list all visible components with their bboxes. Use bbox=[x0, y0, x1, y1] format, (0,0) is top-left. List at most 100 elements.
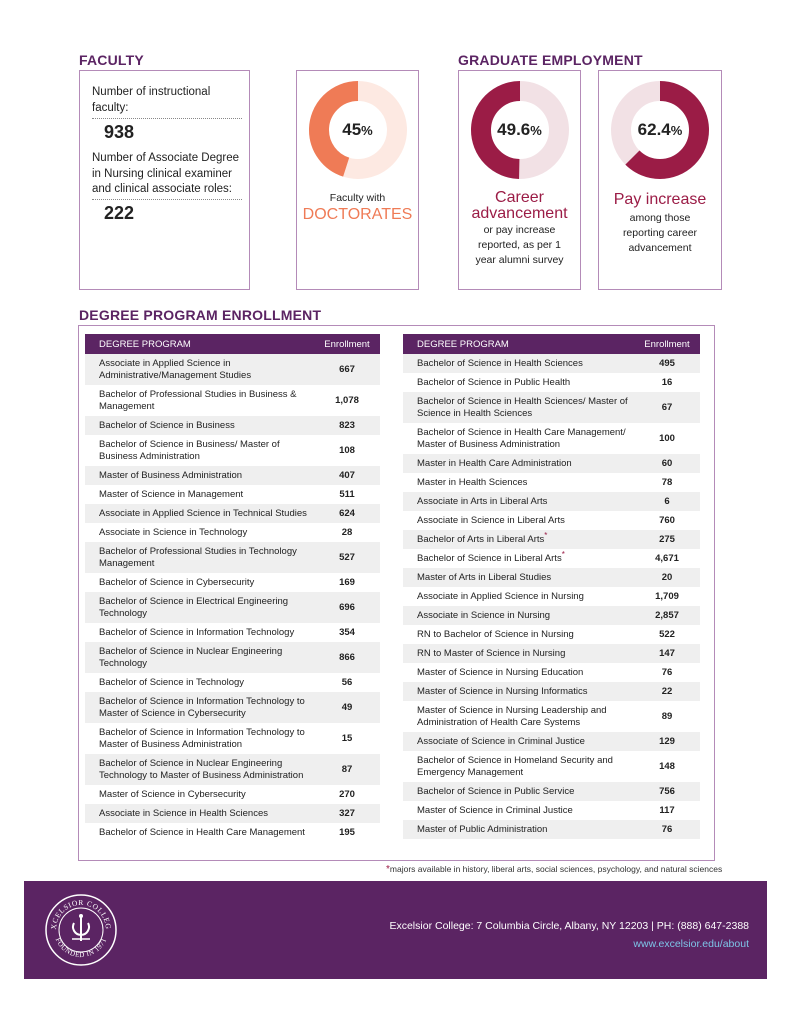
program-name-text: RN to Master of Science in Nursing bbox=[417, 647, 566, 659]
table-row: Master of Science in Nursing Leadership … bbox=[403, 701, 700, 732]
column-program: DEGREE PROGRAM bbox=[99, 338, 191, 350]
program-name-text: Bachelor of Science in Liberal Arts bbox=[417, 552, 562, 564]
program-name: Master in Health Care Administration bbox=[403, 458, 634, 470]
program-name-text: Bachelor of Science in Health Care Manag… bbox=[99, 826, 305, 838]
nursing-roles-label: Number of Associate Degree in Nursing cl… bbox=[92, 152, 240, 195]
pay-donut-arc bbox=[611, 81, 709, 179]
footer-website-link[interactable]: www.excelsior.edu/about bbox=[633, 938, 749, 950]
enrollment-count: 4,671 bbox=[655, 552, 679, 564]
doctorates-highlight: DOCTORATES bbox=[302, 206, 413, 223]
divider bbox=[92, 118, 242, 119]
table-row: Bachelor of Science in Homeland Security… bbox=[403, 751, 700, 782]
program-name-text: Bachelor of Science in Health Sciences/ … bbox=[417, 396, 628, 419]
enrollment-count: 527 bbox=[339, 551, 355, 563]
program-name: Associate in Science in Liberal Arts bbox=[403, 515, 634, 527]
table-row: Associate in Science in Liberal Arts 760 bbox=[403, 511, 700, 530]
doctorates-donut-arc bbox=[309, 81, 407, 179]
program-name-text: Master of Science in Nursing Leadership … bbox=[417, 705, 607, 728]
program-name-text: Master in Health Care Administration bbox=[417, 457, 572, 469]
table-row: RN to Master of Science in Nursing 147 bbox=[403, 644, 700, 663]
footnote-asterisk: * bbox=[544, 530, 548, 540]
enrollment-count: 15 bbox=[341, 732, 353, 744]
program-name-text: Associate in Applied Science in Nursing bbox=[417, 590, 584, 602]
enrollment-count: 28 bbox=[341, 526, 353, 538]
pay-headline: Pay increase bbox=[613, 191, 707, 208]
percent-symbol: % bbox=[530, 123, 542, 138]
table-row: Bachelor of Science in Health Care Manag… bbox=[85, 823, 380, 842]
enrollment-count: 407 bbox=[339, 469, 355, 481]
program-name-text: Bachelor of Professional Studies in Busi… bbox=[99, 389, 297, 412]
program-name-text: Bachelor of Science in Public Health bbox=[417, 376, 571, 388]
enrollment-count: 327 bbox=[339, 807, 355, 819]
table-row: Bachelor of Science in Nuclear Engineeri… bbox=[85, 642, 380, 673]
employment-title: GRADUATE EMPLOYMENT bbox=[458, 52, 643, 68]
program-name: Bachelor of Science in Health Care Manag… bbox=[403, 427, 634, 450]
enrollment-table-left: DEGREE PROGRAM Enrollment Associate in A… bbox=[85, 334, 380, 842]
program-name-text: Bachelor of Science in Business bbox=[99, 419, 235, 431]
enrollment-count: 866 bbox=[339, 651, 355, 663]
enrollment-count: 270 bbox=[339, 788, 355, 800]
column-program: DEGREE PROGRAM bbox=[417, 338, 509, 350]
footnote-asterisk: * bbox=[561, 549, 565, 559]
program-name: Associate in Science in Health Sciences bbox=[85, 808, 314, 820]
table-row: Bachelor of Science in Public Service 756 bbox=[403, 782, 700, 801]
program-name: Associate in Applied Science in Administ… bbox=[85, 358, 314, 381]
footer: EXCELSIOR COLLEGE FOUNDED IN 1971 Excels… bbox=[24, 881, 767, 979]
table-row: Bachelor of Science in Business/ Master … bbox=[85, 435, 380, 466]
pay-percent: 62.4% bbox=[599, 120, 721, 140]
program-name-text: Bachelor of Science in Information Techn… bbox=[99, 626, 295, 638]
table-row: Bachelor of Science in Health Sciences 49… bbox=[403, 354, 700, 373]
table-row: Bachelor of Science in Business 823 bbox=[85, 416, 380, 435]
program-name-text: Bachelor of Science in Business/ Master … bbox=[99, 439, 280, 462]
program-name-text: Associate of Science in Criminal Justice bbox=[417, 735, 585, 747]
table-row: Bachelor of Science in Nuclear Engineeri… bbox=[85, 754, 380, 785]
program-name-text: Bachelor of Science in Technology bbox=[99, 676, 245, 688]
enrollment-count: 522 bbox=[659, 628, 675, 640]
pay-card: 62.4% Pay increase among those reporting… bbox=[598, 70, 722, 290]
percent-symbol: % bbox=[361, 123, 373, 138]
program-name: Bachelor of Science in Information Techn… bbox=[85, 627, 314, 639]
program-name-text: Bachelor of Science in Electrical Engine… bbox=[99, 596, 289, 619]
nursing-roles-value: 222 bbox=[104, 203, 135, 223]
program-name: Bachelor of Science in Public Service bbox=[403, 786, 634, 798]
table-row: Master of Public Administration 76 bbox=[403, 820, 700, 839]
enrollment-count: 78 bbox=[661, 476, 673, 488]
enrollment-count: 20 bbox=[661, 571, 673, 583]
program-name: Bachelor of Science in Business bbox=[85, 420, 314, 432]
program-name: Bachelor of Science in Electrical Engine… bbox=[85, 596, 314, 619]
table-row: Master of Science in Nursing Education 76 bbox=[403, 663, 700, 682]
program-name: Associate of Science in Criminal Justice bbox=[403, 736, 634, 748]
table-row: Master of Science in Management 511 bbox=[85, 485, 380, 504]
program-name: Bachelor of Arts in Liberal Arts* bbox=[403, 530, 634, 546]
program-name: Master of Arts in Liberal Studies bbox=[403, 572, 634, 584]
career-headline: Career advancement bbox=[471, 189, 568, 222]
enrollment-count: 696 bbox=[339, 601, 355, 613]
program-name: Bachelor of Science in Public Health bbox=[403, 377, 634, 389]
program-name: Bachelor of Science in Nuclear Engineeri… bbox=[85, 646, 314, 669]
enrollment-table-right: DEGREE PROGRAM Enrollment Bachelor of Sc… bbox=[403, 334, 700, 839]
table-row: Master of Science in Nursing Informatics… bbox=[403, 682, 700, 701]
table-row: Bachelor of Science in Public Health 16 bbox=[403, 373, 700, 392]
table-row: Master of Science in Criminal Justice 117 bbox=[403, 801, 700, 820]
program-name: Master of Science in Criminal Justice bbox=[403, 805, 634, 817]
program-name-text: Master of Science in Management bbox=[99, 488, 244, 500]
enrollment-title: DEGREE PROGRAM ENROLLMENT bbox=[79, 307, 322, 323]
table-row: Associate in Arts in Liberal Arts 6 bbox=[403, 492, 700, 511]
program-name: RN to Bachelor of Science in Nursing bbox=[403, 629, 634, 641]
program-name-text: Bachelor of Science in Information Techn… bbox=[99, 696, 305, 719]
doctorates-percent-value: 45 bbox=[342, 120, 362, 139]
enrollment-count: 16 bbox=[661, 376, 673, 388]
table-row: Master of Arts in Liberal Studies 20 bbox=[403, 568, 700, 587]
doctorates-donut bbox=[309, 81, 407, 179]
program-name-text: Bachelor of Science in Cybersecurity bbox=[99, 576, 255, 588]
program-name: RN to Master of Science in Nursing bbox=[403, 648, 634, 660]
program-name-text: Master of Science in Nursing Education bbox=[417, 666, 584, 678]
program-name: Master of Science in Nursing Leadership … bbox=[403, 705, 634, 728]
table-row: Master in Health Care Administration 60 bbox=[403, 454, 700, 473]
table-row: Bachelor of Science in Information Techn… bbox=[85, 623, 380, 642]
enrollment-count: 511 bbox=[339, 488, 355, 500]
program-name: Associate in Science in Nursing bbox=[403, 610, 634, 622]
program-name-text: Master of Public Administration bbox=[417, 823, 548, 835]
enrollment-count: 60 bbox=[661, 457, 673, 469]
program-name: Bachelor of Professional Studies in Busi… bbox=[85, 389, 314, 412]
